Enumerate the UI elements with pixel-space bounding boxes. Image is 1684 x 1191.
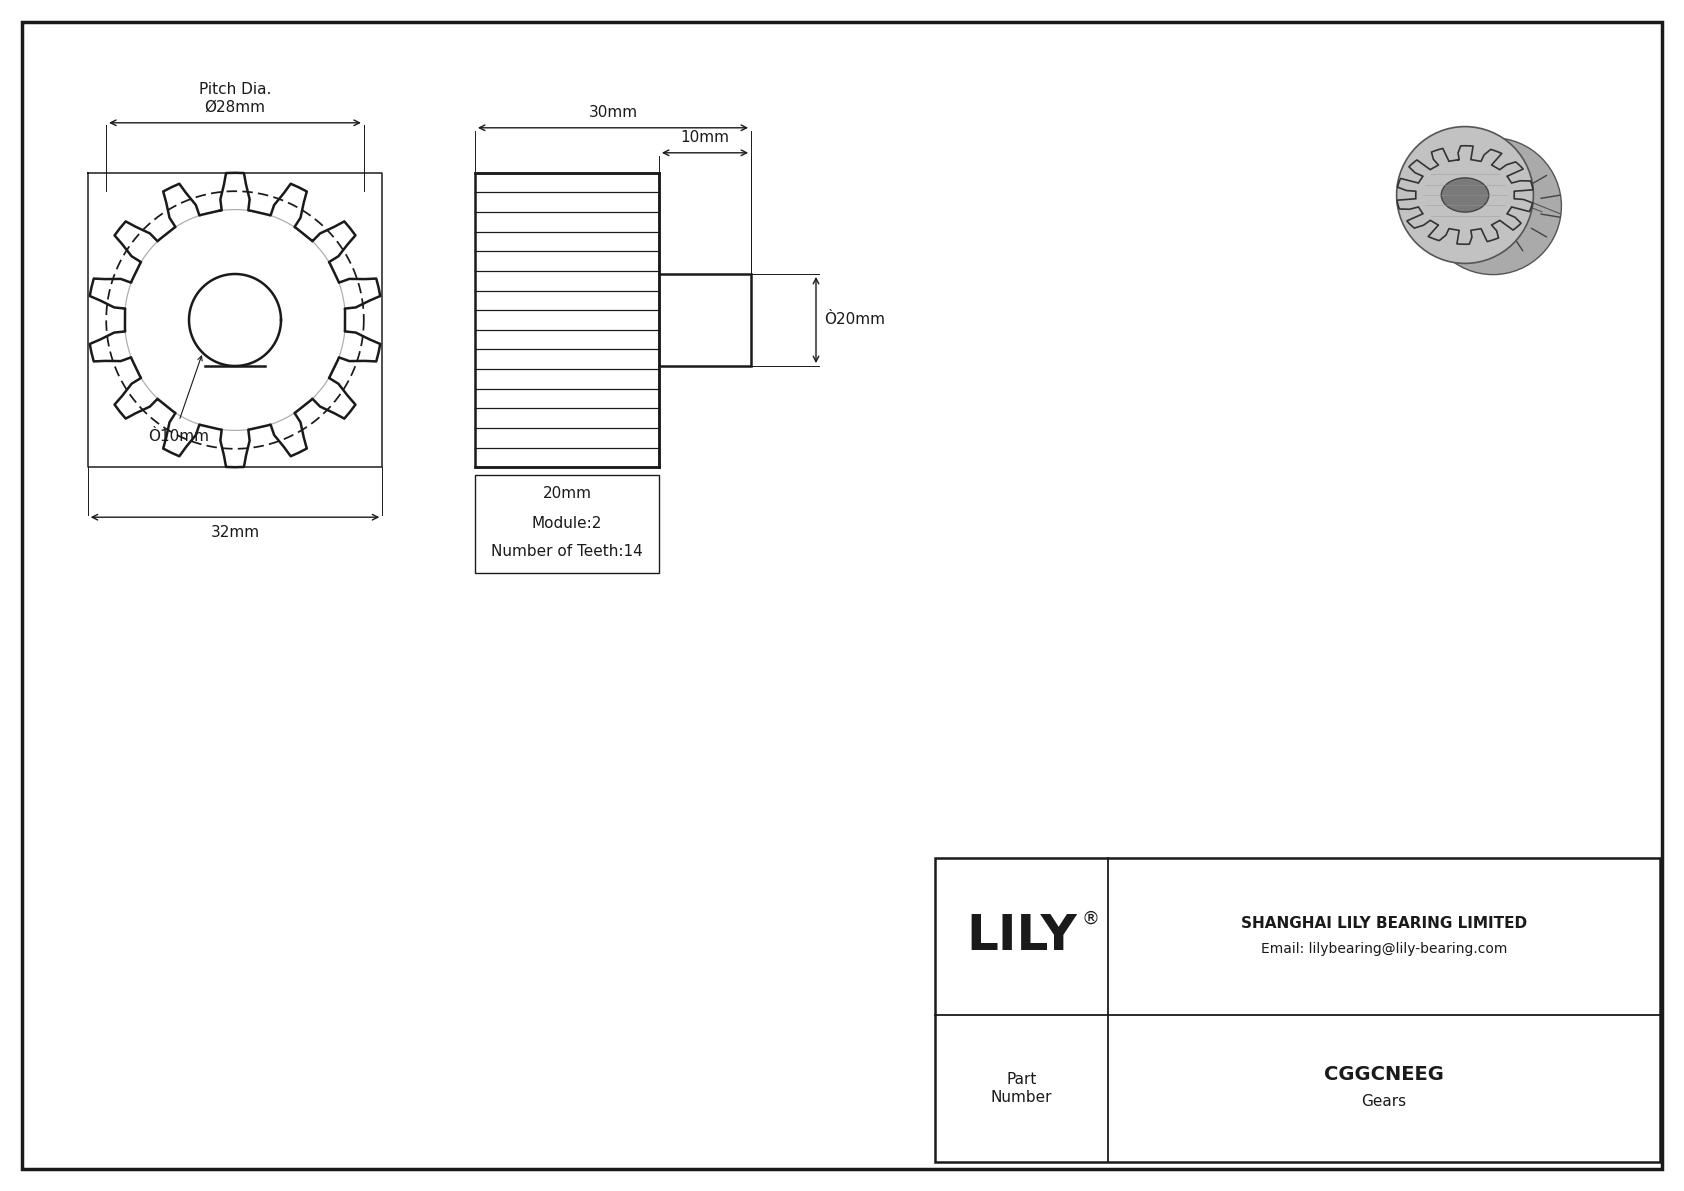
Text: Pitch Dia.: Pitch Dia.: [199, 82, 271, 96]
Ellipse shape: [1396, 126, 1534, 263]
Text: 30mm: 30mm: [588, 105, 638, 120]
Bar: [475, 475, 658, 573]
Text: 20mm: 20mm: [542, 486, 591, 500]
Text: ®: ®: [1081, 910, 1100, 928]
Text: LILY: LILY: [967, 912, 1076, 960]
Text: Ò20mm: Ò20mm: [823, 312, 886, 328]
Bar: [475, 173, 658, 467]
Bar: [935, 858, 1660, 1162]
Text: Module:2: Module:2: [532, 516, 603, 531]
Text: Number of Teeth:14: Number of Teeth:14: [492, 544, 643, 559]
Bar: [658, 274, 751, 366]
Ellipse shape: [1442, 177, 1489, 212]
Text: 10mm: 10mm: [680, 130, 729, 145]
Text: 32mm: 32mm: [210, 525, 259, 541]
Text: Ø28mm: Ø28mm: [204, 100, 266, 114]
Ellipse shape: [1425, 138, 1561, 275]
Text: Ò10mm: Ò10mm: [148, 429, 209, 444]
Text: Gears: Gears: [1361, 1095, 1406, 1109]
Text: Part
Number: Part Number: [990, 1072, 1052, 1105]
Text: Email: lilybearing@lily-bearing.com: Email: lilybearing@lily-bearing.com: [1261, 942, 1507, 956]
Text: CGGCNEEG: CGGCNEEG: [1324, 1065, 1443, 1084]
Text: SHANGHAI LILY BEARING LIMITED: SHANGHAI LILY BEARING LIMITED: [1241, 916, 1527, 931]
